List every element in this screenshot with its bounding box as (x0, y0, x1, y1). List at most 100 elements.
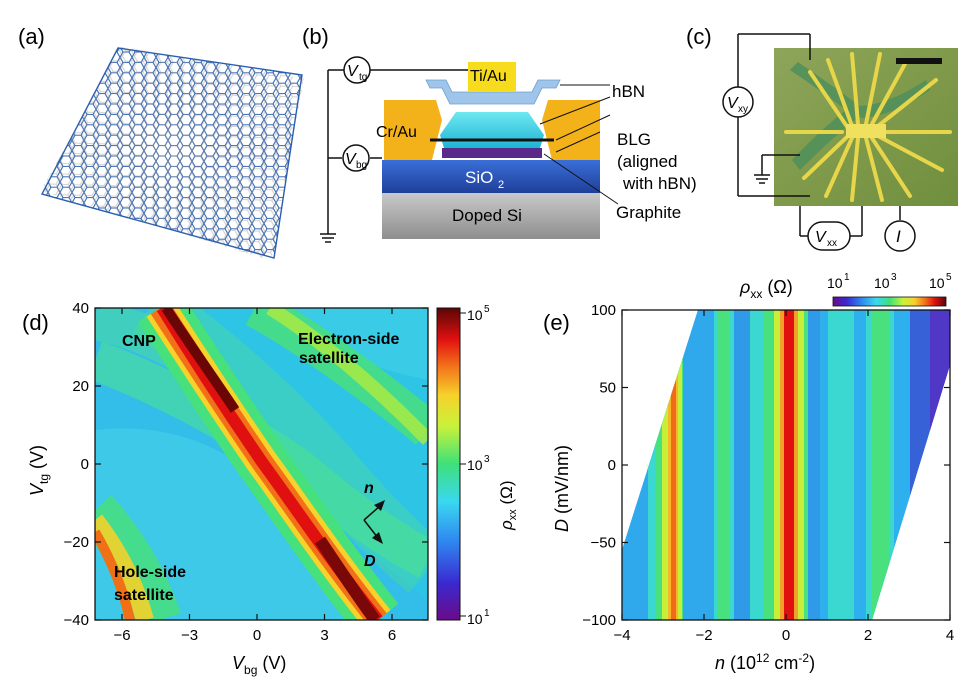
vxx-symbol: V xx (807, 221, 851, 251)
svg-text:Vtg (V): Vtg (V) (27, 445, 51, 496)
svg-text:n: n (364, 480, 374, 497)
x-tick-label: 0 (253, 627, 261, 644)
svg-text:ρxx (Ω): ρxx (Ω) (739, 277, 793, 301)
panel-label-c: (c) (686, 24, 712, 49)
svg-text:V: V (345, 151, 357, 168)
panel-label-d: (d) (22, 310, 49, 335)
svg-text:bg: bg (356, 160, 367, 171)
xlabel-e: n (1012 cm-2) (715, 651, 815, 673)
x-tick-label: 0 (782, 627, 790, 644)
x-tick-label: 2 (864, 627, 872, 644)
device-schematic: V tg V bg Ti/Au Cr/Au SiO 2 Doped Si hBN… (320, 56, 697, 243)
x-tick-label: 3 (320, 627, 328, 644)
svg-text:xx: xx (827, 238, 837, 249)
svg-text:I: I (896, 227, 901, 246)
aligned-label-2: with hBN) (622, 174, 697, 193)
y-tick-label: 40 (72, 300, 89, 317)
svg-text:Vbg (V): Vbg (V) (232, 653, 286, 677)
blg-label: BLG (617, 130, 651, 149)
colorbar-e (832, 296, 947, 307)
svg-text:V: V (347, 63, 359, 80)
sio2-label: SiO 2 (465, 168, 504, 191)
colorbar-d-tick-top: 10 5 (467, 304, 490, 323)
colorbar-e-tick-mid: 10 3 (874, 272, 897, 291)
electron-satellite-annotation-1: Electron-side (298, 331, 399, 348)
x-tick-label: 6 (388, 627, 396, 644)
axes-ticks-d: −6 −3 0 3 6 −40 −20 0 20 40 (64, 300, 428, 644)
svg-text:1: 1 (484, 608, 490, 619)
axes-ticks-e: −4 −2 0 2 4 −100 −50 0 50 100 (582, 302, 954, 644)
svg-text:5: 5 (484, 304, 490, 315)
colorbar-d-tick-mid: 10 3 (467, 454, 490, 473)
ti-au-label: Ti/Au (470, 68, 507, 85)
colorbar-d-label: ρxx (Ω) (497, 480, 519, 531)
colorbar-e-tick-right: 10 5 (929, 272, 952, 291)
hole-satellite-annotation-2: satellite (114, 587, 174, 604)
xlabel-d: Vbg (V) (232, 653, 286, 677)
y-tick-label: −40 (64, 612, 89, 629)
svg-text:10: 10 (929, 275, 945, 291)
svg-text:2: 2 (498, 179, 504, 191)
panel-label-a: (a) (18, 24, 45, 49)
y-tick-label: −100 (582, 612, 616, 629)
svg-text:10: 10 (874, 275, 890, 291)
colorbar-e-tick-left: 10 1 (827, 272, 850, 291)
svg-text:10: 10 (467, 307, 483, 323)
colorbar-d-ticks: 10 5 10 3 10 1 (460, 304, 490, 627)
x-tick-label: −6 (113, 627, 130, 644)
svg-text:1: 1 (844, 272, 850, 283)
x-tick-label: −3 (181, 627, 198, 644)
device-photo: V xy V xx I (722, 33, 958, 252)
y-tick-label: −50 (591, 535, 616, 552)
graphite-label: Graphite (616, 203, 681, 222)
current-symbol: I (884, 220, 916, 252)
svg-text:D (mV/nm): D (mV/nm) (552, 445, 572, 532)
x-tick-label: 4 (946, 627, 954, 644)
aligned-label-1: (aligned (617, 152, 678, 171)
y-tick-label: 0 (81, 456, 89, 473)
svg-text:SiO: SiO (465, 168, 493, 187)
hbn-label: hBN (612, 82, 645, 101)
y-tick-label: 20 (72, 378, 89, 395)
vxy-symbol: V xy (722, 86, 754, 118)
x-tick-label: −4 (613, 627, 630, 644)
colorbar-d (436, 307, 461, 621)
svg-text:V: V (727, 95, 739, 112)
ylabel-e: D (mV/nm) (552, 445, 572, 532)
doped-si-label: Doped Si (452, 206, 522, 225)
cr-au-label: Cr/Au (376, 124, 417, 141)
colorbar-e-label: ρxx (Ω) (739, 277, 793, 301)
ylabel-d: Vtg (V) (27, 445, 51, 496)
svg-text:D: D (364, 553, 376, 570)
svg-text:5: 5 (946, 272, 952, 283)
svg-text:10: 10 (467, 457, 483, 473)
svg-text:10: 10 (827, 275, 843, 291)
electron-satellite-annotation-2: satellite (299, 350, 359, 367)
vbg-symbol: V bg (342, 144, 370, 172)
y-tick-label: 100 (591, 302, 616, 319)
svg-text:xy: xy (738, 104, 748, 115)
svg-text:3: 3 (484, 454, 490, 465)
colorbar-d-tick-bot: 10 1 (467, 608, 490, 627)
svg-text:V: V (815, 229, 827, 246)
heatmap-d (95, 308, 428, 620)
svg-text:tg: tg (359, 72, 367, 83)
colorbar-e-ticks: 10 1 10 3 10 5 (827, 272, 952, 291)
panel-label-b: (b) (302, 24, 329, 49)
panel-label-e: (e) (543, 310, 570, 335)
heatmap-e (622, 310, 950, 620)
nd-arrows: n D (363, 480, 385, 570)
y-tick-label: −20 (64, 534, 89, 551)
lattice-image (40, 46, 304, 261)
y-tick-label: 0 (608, 457, 616, 474)
svg-text:10: 10 (467, 611, 483, 627)
svg-text:n (1012 cm-2): n (1012 cm-2) (715, 651, 815, 673)
cnp-annotation: CNP (122, 333, 156, 350)
svg-text:3: 3 (891, 272, 897, 283)
svg-text:ρxx (Ω): ρxx (Ω) (497, 480, 519, 531)
hole-satellite-annotation-1: Hole-side (114, 564, 186, 581)
vtg-symbol: V tg (343, 56, 371, 84)
y-tick-label: 50 (599, 380, 616, 397)
x-tick-label: −2 (695, 627, 712, 644)
